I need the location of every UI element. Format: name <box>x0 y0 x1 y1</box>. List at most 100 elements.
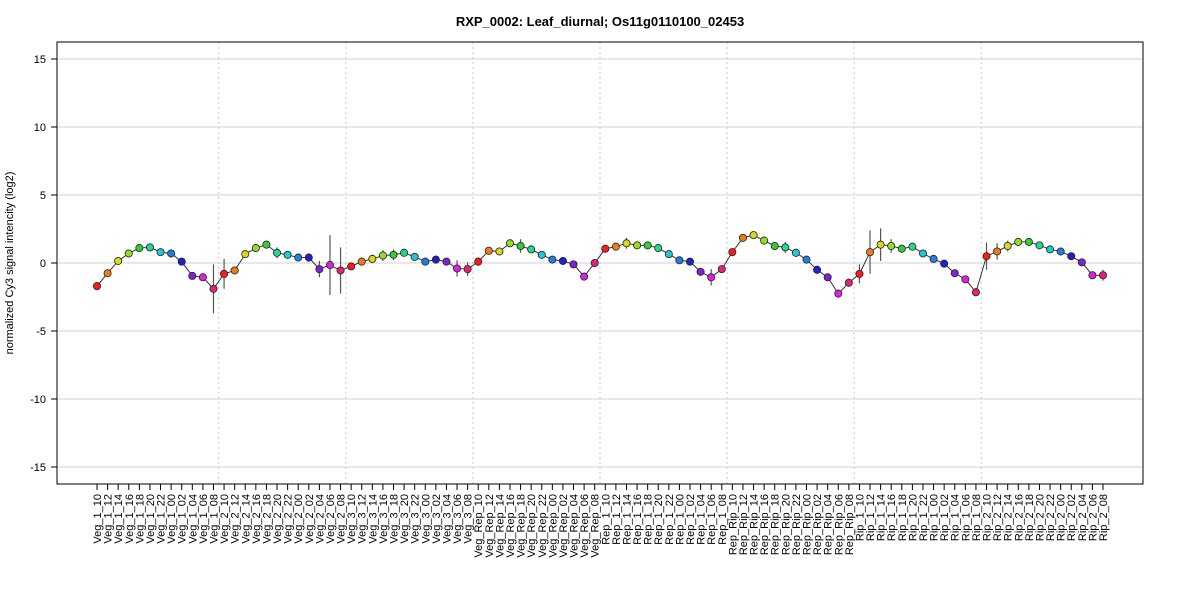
data-point <box>516 241 525 250</box>
data-point <box>505 239 514 248</box>
data-point <box>696 267 705 276</box>
x-tick-label: Rip_2_06 <box>1087 494 1099 541</box>
x-tick-label: Veg_2_18 <box>261 494 273 544</box>
x-tick-label: Rip_1_10 <box>854 494 866 541</box>
x-tick-label: Veg_1_22 <box>156 494 168 544</box>
x-tick-label: Rip_2_14 <box>1003 494 1015 541</box>
data-point <box>1046 245 1055 254</box>
data-point <box>834 289 843 298</box>
data-point <box>717 265 726 274</box>
x-tick-label: Rip_2_18 <box>1024 494 1036 541</box>
x-tick-label: Veg_3_10 <box>346 494 358 544</box>
data-point <box>897 244 906 253</box>
x-tick-label: Rep_1_04 <box>696 494 708 545</box>
x-tick-label: Rep_Rip_20 <box>780 494 792 555</box>
data-point <box>844 278 853 287</box>
data-point <box>431 255 440 264</box>
data-point <box>866 248 875 257</box>
data-point <box>940 259 949 268</box>
x-tick-label: Veg_1_18 <box>134 494 146 544</box>
data-point <box>442 257 451 266</box>
x-tick-label: Veg_1_10 <box>92 494 104 544</box>
x-tick-label: Rep_Rip_18 <box>770 494 782 555</box>
x-tick-label: Veg_Rep_16 <box>505 494 517 558</box>
data-point <box>198 273 207 282</box>
data-point <box>410 252 419 261</box>
x-tick-label: Veg_3_12 <box>357 494 369 544</box>
x-axis: Veg_1_10Veg_1_12Veg_1_14Veg_1_16Veg_1_18… <box>92 484 1110 558</box>
x-tick-label: Veg_2_06 <box>325 494 337 544</box>
y-axis: -15 -10 -5 0 5 10 15 <box>30 54 57 474</box>
data-point <box>686 257 695 266</box>
data-point <box>230 266 239 275</box>
x-tick-label: Rip_1_14 <box>876 494 888 541</box>
data-point <box>537 250 546 259</box>
x-tick-label: Rep_1_22 <box>664 494 676 545</box>
x-tick-label: Rep_1_20 <box>653 494 665 545</box>
data-point <box>273 248 282 257</box>
x-tick-label: Rip_2_00 <box>1056 494 1068 541</box>
data-point <box>590 258 599 267</box>
data-point <box>400 248 409 257</box>
data-point <box>378 251 387 260</box>
x-tick-label: Rep_1_06 <box>706 494 718 545</box>
data-point <box>220 269 229 278</box>
data-point <box>463 265 472 274</box>
data-point <box>580 272 589 281</box>
data-point <box>802 255 811 264</box>
data-point <box>336 266 345 275</box>
x-tick-label: Rip_2_12 <box>992 494 1004 541</box>
x-tick-label: Rip_1_16 <box>886 494 898 541</box>
data-point <box>749 231 758 240</box>
data-point <box>421 257 430 266</box>
data-point <box>135 244 144 253</box>
data-point <box>177 257 186 266</box>
x-tick-label: Veg_2_12 <box>230 494 242 544</box>
x-tick-label: Rep_Rip_14 <box>749 494 761 555</box>
data-point <box>791 248 800 257</box>
data-point <box>1077 258 1086 267</box>
x-tick-label: Rep_1_12 <box>611 494 623 545</box>
x-tick-label: Veg_Rep_12 <box>484 494 496 558</box>
data-point <box>304 253 313 262</box>
y-tick-label: 0 <box>40 258 46 270</box>
data-point <box>283 250 292 259</box>
x-tick-label: Rip_1_18 <box>897 494 909 541</box>
data-point <box>813 265 822 274</box>
data-point <box>1024 237 1033 246</box>
x-tick-label: Veg_2_22 <box>283 494 295 544</box>
x-tick-label: Veg_Rep_02 <box>558 494 570 558</box>
x-tick-label: Rep_Rip_08 <box>844 494 856 555</box>
x-tick-label: Veg_2_10 <box>219 494 231 544</box>
x-tick-label: Veg_2_04 <box>314 494 326 544</box>
data-point <box>368 254 377 263</box>
x-tick-label: Rip_2_10 <box>982 494 994 541</box>
data-point <box>950 269 959 278</box>
data-point <box>982 252 991 261</box>
data-point <box>251 244 260 253</box>
x-tick-label: Rep_Rip_00 <box>801 494 813 555</box>
data-point <box>124 249 133 258</box>
x-tick-label: Rep_Rip_02 <box>812 494 824 555</box>
data-point <box>760 236 769 245</box>
group-separators <box>218 42 982 484</box>
x-tick-label: Veg_2_14 <box>240 494 252 544</box>
x-tick-label: Rep_1_00 <box>674 494 686 545</box>
x-tick-label: Veg_Rep_04 <box>569 494 581 558</box>
x-tick-label: Veg_3_14 <box>367 494 379 544</box>
x-tick-label: Veg_1_00 <box>166 494 178 544</box>
data-point <box>1088 271 1097 280</box>
x-tick-label: Veg_1_16 <box>124 494 136 544</box>
data-point <box>315 265 324 274</box>
data-point <box>707 273 716 282</box>
x-tick-label: Veg_Rep_14 <box>494 494 506 558</box>
y-tick-label: 5 <box>40 190 46 202</box>
data-point <box>855 269 864 278</box>
x-tick-label: Veg_Rep_10 <box>473 494 485 558</box>
x-tick-label: Rip_2_04 <box>1077 494 1089 541</box>
x-tick-label: Veg_Rep_18 <box>516 494 528 558</box>
data-point <box>241 250 250 259</box>
data-points <box>93 231 1108 298</box>
data-point <box>145 243 154 252</box>
data-point <box>601 244 610 253</box>
